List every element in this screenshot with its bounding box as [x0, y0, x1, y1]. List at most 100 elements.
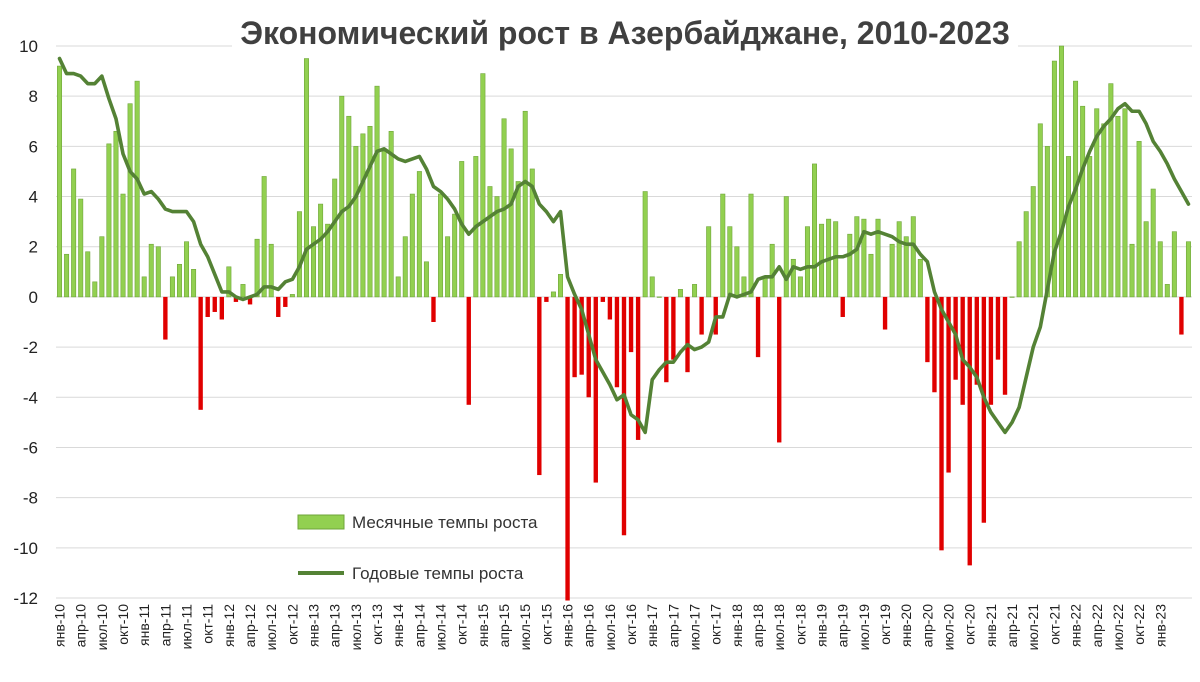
- bar: [974, 296, 979, 385]
- bar: [861, 218, 867, 298]
- bar: [1094, 108, 1100, 298]
- bar: [558, 274, 563, 298]
- bar: [360, 133, 366, 298]
- bar: [332, 178, 338, 298]
- bar: [783, 196, 789, 298]
- bar: [402, 236, 408, 298]
- y-axis-ticks: -12 -10 -8 -6 -4 -2 0 2 4 6 8 10: [13, 37, 38, 608]
- bar: [1122, 108, 1128, 298]
- x-tick-label: июл-10: [94, 604, 110, 651]
- x-tick-label: июл-16: [602, 604, 618, 651]
- x-tick-label: окт-17: [708, 604, 724, 645]
- x-tick-label: янв-14: [390, 604, 406, 647]
- x-tick-label: апр-11: [157, 604, 173, 647]
- bar: [226, 266, 232, 298]
- bar: [1136, 141, 1142, 298]
- bar: [882, 296, 888, 330]
- x-tick-label: окт-11: [200, 604, 216, 644]
- y-tick-label: -10: [13, 539, 38, 558]
- bar: [529, 168, 535, 298]
- bar: [1164, 284, 1170, 298]
- x-tick-label: янв-22: [1068, 604, 1084, 647]
- y-tick-label: 4: [29, 188, 38, 207]
- title-background: [232, 6, 1018, 58]
- bar: [1030, 186, 1036, 298]
- bar: [896, 221, 902, 298]
- bar: [628, 296, 634, 353]
- bar: [593, 296, 598, 483]
- bar: [981, 296, 987, 523]
- annual-growth-line: [57, 56, 1191, 435]
- bar: [1108, 83, 1114, 298]
- bar: [677, 289, 683, 298]
- bar: [85, 251, 91, 298]
- bar: [445, 236, 451, 298]
- bar: [734, 246, 740, 298]
- bar: [804, 226, 810, 298]
- bar: [522, 110, 528, 298]
- bar: [868, 253, 874, 298]
- x-tick-label: янв-19: [814, 604, 830, 647]
- bar: [790, 258, 796, 298]
- bar: [614, 296, 620, 388]
- bar: [1115, 115, 1121, 298]
- x-tick-label: окт-20: [962, 604, 978, 645]
- bar: [163, 296, 168, 340]
- x-tick-label: июл-19: [856, 604, 872, 651]
- x-tick-label: апр-21: [1004, 604, 1020, 648]
- bar: [240, 284, 246, 298]
- bar: [353, 146, 359, 298]
- bar: [1002, 296, 1008, 395]
- x-tick-label: июл-14: [433, 604, 449, 651]
- bar: [1171, 231, 1177, 298]
- bars-monthly: [57, 45, 1191, 601]
- bar: [431, 296, 436, 322]
- bar: [946, 296, 951, 473]
- bar: [579, 296, 584, 375]
- x-tick-label: апр-13: [327, 604, 343, 648]
- x-tick-label: окт-12: [284, 604, 300, 645]
- x-tick-label: июл-13: [348, 604, 364, 651]
- bar: [325, 223, 331, 298]
- x-tick-label: июл-12: [263, 604, 279, 651]
- x-tick-label: апр-20: [919, 604, 935, 648]
- bar: [544, 296, 549, 302]
- x-tick-label: янв-23: [1152, 604, 1168, 647]
- x-tick-label: июл-17: [687, 604, 703, 651]
- bar: [409, 193, 415, 298]
- bar: [692, 284, 698, 298]
- bar: [212, 296, 217, 312]
- bar: [508, 148, 514, 298]
- y-tick-label: -2: [23, 338, 38, 357]
- bar: [480, 73, 486, 298]
- bar: [988, 296, 994, 405]
- x-tick-label: янв-11: [136, 604, 152, 646]
- bar: [374, 85, 380, 298]
- bar: [854, 216, 860, 298]
- bar: [452, 213, 458, 298]
- bar: [311, 226, 317, 298]
- bar: [755, 296, 761, 358]
- bar: [762, 276, 768, 298]
- bar: [78, 198, 84, 298]
- bar: [621, 296, 627, 536]
- bar: [113, 131, 119, 298]
- bar: [995, 296, 1001, 360]
- x-tick-label: окт-22: [1131, 604, 1147, 645]
- bar: [423, 261, 429, 298]
- bar: [600, 296, 606, 302]
- bar: [219, 296, 224, 320]
- bar: [727, 226, 733, 298]
- x-tick-label: окт-18: [792, 604, 808, 645]
- bar: [1157, 241, 1163, 298]
- y-tick-label: -12: [13, 589, 38, 608]
- bar: [141, 276, 147, 298]
- x-tick-label: апр-17: [665, 604, 681, 648]
- bar: [296, 211, 302, 298]
- bar: [120, 193, 126, 298]
- bar: [1037, 123, 1043, 298]
- bar: [381, 151, 387, 298]
- x-tick-label: апр-14: [411, 604, 427, 648]
